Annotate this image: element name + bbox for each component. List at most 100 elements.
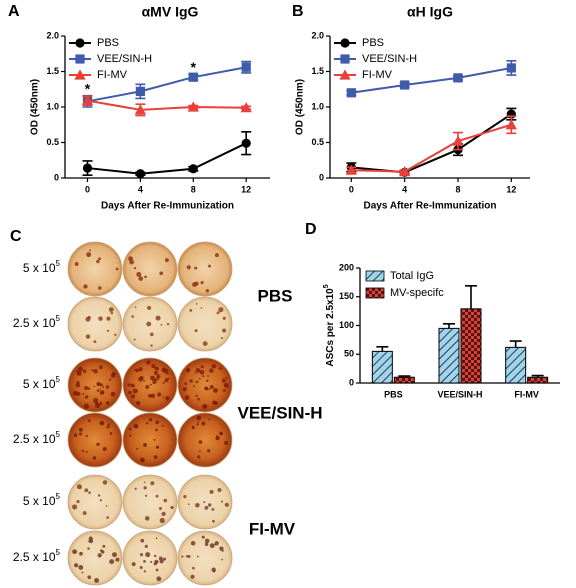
spot — [206, 379, 209, 383]
y-tick-label: 50 — [344, 349, 354, 359]
y-axis-label-text: ASCs per 2.5x10 — [325, 288, 336, 367]
well — [67, 474, 123, 530]
spot — [81, 571, 84, 574]
legend-label: FI-MV — [97, 69, 128, 81]
spot — [136, 447, 139, 450]
chart-title: αH IgG — [407, 4, 453, 20]
spot — [97, 553, 102, 558]
y-axis-label: OD (450nm) — [30, 79, 41, 135]
spot — [216, 311, 220, 315]
marker — [400, 80, 410, 90]
spot — [128, 427, 132, 431]
spot — [223, 389, 226, 392]
marker — [135, 86, 145, 96]
spot — [215, 253, 219, 258]
spot — [158, 556, 163, 561]
well — [67, 241, 123, 297]
spot — [140, 457, 145, 463]
spot — [187, 503, 190, 506]
spot — [208, 388, 211, 391]
spot — [145, 422, 149, 425]
legend-swatch — [365, 270, 385, 282]
well — [177, 241, 233, 297]
x-tick-label: VEE/SIN-H — [437, 389, 482, 399]
spot — [204, 505, 209, 510]
marker — [188, 164, 198, 174]
spot — [134, 306, 137, 309]
spot — [87, 575, 92, 580]
x-axis-label: Days After Re-Immunization — [101, 201, 234, 212]
spot — [147, 305, 152, 310]
spot — [145, 552, 151, 558]
spot — [143, 486, 147, 490]
spot — [127, 383, 131, 387]
x-axis-label: Days After Re-Immunization — [364, 201, 497, 212]
spot — [200, 281, 204, 285]
spot — [91, 369, 94, 372]
y-axis-label: ASCs per 2.5x105 — [323, 284, 336, 366]
series-line — [87, 142, 247, 175]
x-tick-label: 4 — [402, 184, 407, 194]
spot — [221, 549, 224, 552]
y-tick-label: 1.5 — [311, 66, 324, 76]
spot — [105, 385, 110, 389]
spot — [133, 423, 139, 429]
spot — [99, 420, 105, 426]
spot — [161, 424, 164, 427]
spot — [207, 375, 210, 377]
spot — [166, 372, 169, 375]
spot — [200, 307, 203, 310]
spot — [148, 393, 152, 398]
error-bar — [465, 285, 477, 309]
spot — [195, 502, 200, 508]
spot — [154, 559, 159, 565]
spot — [161, 511, 166, 517]
spot — [93, 397, 99, 404]
row-label-text: 2.5 x 10 — [13, 432, 56, 446]
spot — [195, 368, 201, 373]
spot — [197, 421, 200, 424]
spot — [211, 507, 215, 511]
spot — [163, 498, 168, 503]
spot — [85, 450, 88, 453]
spot — [215, 435, 220, 441]
spot — [115, 557, 120, 562]
spot — [79, 487, 82, 489]
spot — [83, 403, 89, 409]
spot — [201, 421, 206, 426]
spot — [99, 388, 102, 391]
spot — [143, 379, 145, 382]
spot — [106, 329, 110, 332]
spot — [99, 365, 103, 370]
spot — [75, 383, 81, 388]
series-line — [87, 99, 247, 111]
spot — [214, 401, 218, 406]
spot — [130, 383, 135, 388]
marker — [399, 166, 411, 177]
row-label: 2.5 x 105 — [13, 314, 61, 330]
spot — [129, 259, 135, 265]
spot — [78, 366, 83, 372]
spot — [145, 384, 150, 390]
spot — [156, 576, 162, 582]
spot — [76, 499, 80, 504]
panel-label: A — [8, 3, 20, 20]
well — [122, 241, 178, 297]
spot — [195, 303, 198, 305]
spot — [131, 315, 134, 318]
spot — [209, 489, 214, 494]
spot — [156, 378, 159, 381]
spot — [196, 415, 202, 421]
spot — [209, 543, 215, 549]
series-line — [351, 123, 512, 173]
spot — [72, 504, 78, 510]
spot — [191, 425, 195, 429]
bar — [371, 350, 393, 384]
panel-label: B — [292, 3, 304, 20]
spot — [189, 379, 193, 383]
well — [177, 412, 233, 468]
legend-label: VEE/SIN-H — [97, 53, 152, 65]
spot — [199, 369, 205, 375]
spot — [150, 375, 155, 381]
